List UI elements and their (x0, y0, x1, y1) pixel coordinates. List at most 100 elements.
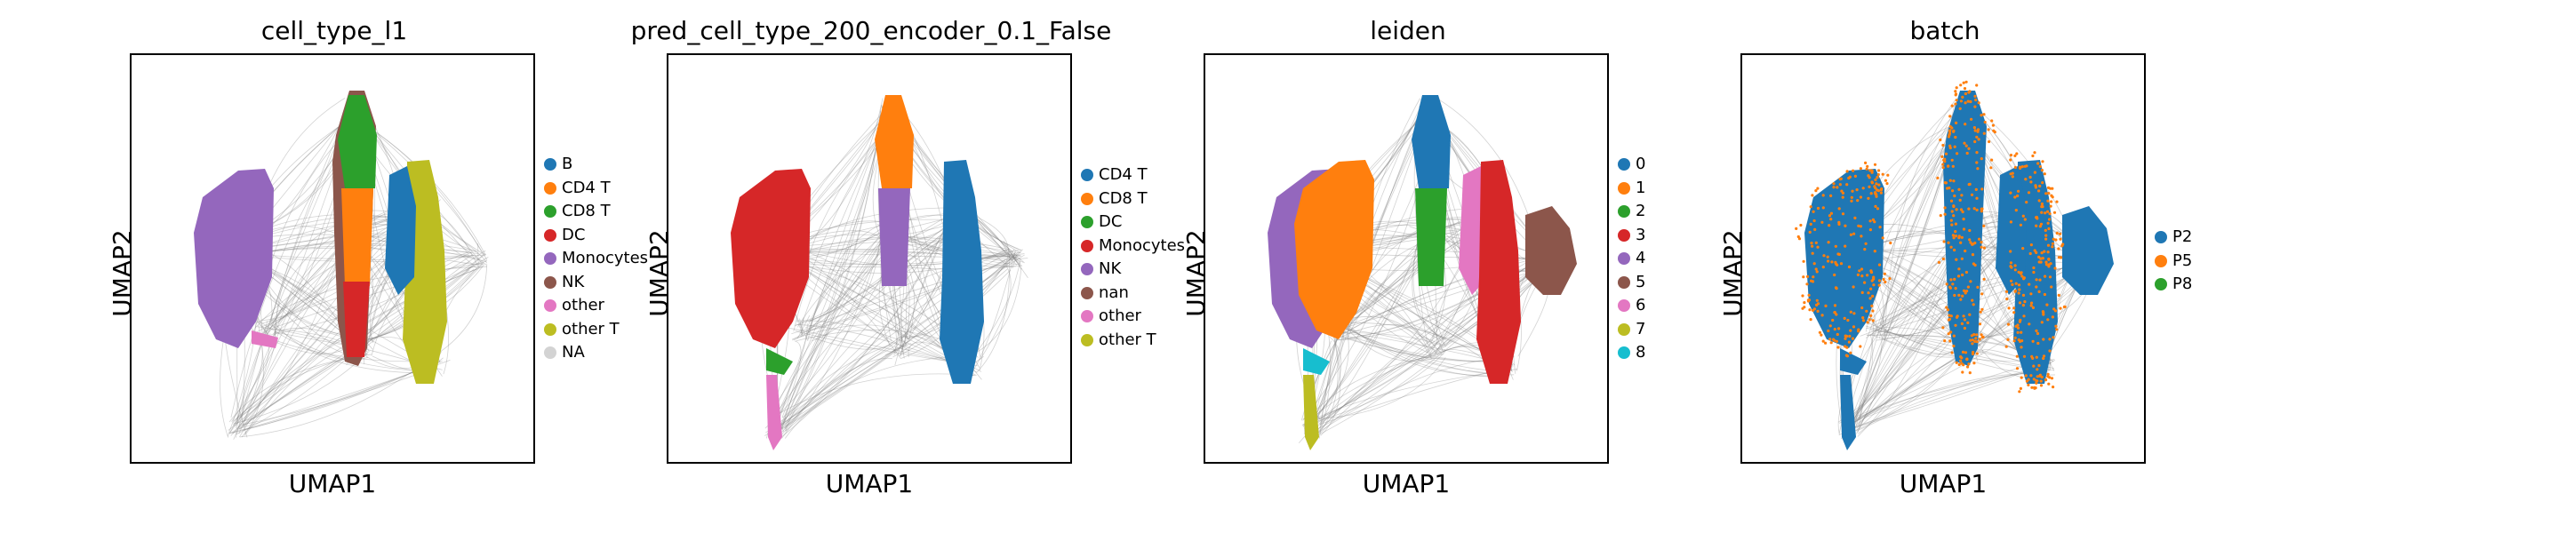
point-P5 (1812, 307, 1817, 311)
point-P5 (2039, 257, 2043, 260)
legend-label: other T (562, 319, 620, 338)
point-P5 (1875, 195, 1878, 198)
point-P5 (2038, 278, 2042, 282)
plot-area (1204, 53, 1609, 464)
point-P5 (2024, 178, 2028, 181)
point-P5 (1860, 290, 1864, 294)
point-P5 (1987, 128, 1990, 131)
point-P5 (2015, 367, 2020, 370)
point-P5 (1846, 318, 1850, 322)
point-P5 (1826, 255, 1829, 259)
point-P5 (1948, 115, 1952, 118)
point-P5 (1950, 104, 1954, 107)
legend-marker (2155, 254, 2167, 267)
point-P5 (1828, 338, 1832, 341)
point-P5 (1866, 274, 1869, 277)
point-P5 (2022, 314, 2026, 318)
point-P5 (1957, 187, 1961, 191)
point-P5 (1947, 164, 1950, 168)
point-P5 (1863, 248, 1867, 251)
point-P5 (1820, 333, 1823, 337)
point-P5 (1975, 84, 1979, 87)
point-P5 (1947, 241, 1950, 244)
cluster-cd4-t (341, 188, 373, 286)
point-P5 (1873, 250, 1876, 253)
point-P5 (1974, 337, 1978, 340)
point-P5 (1954, 287, 1957, 290)
legend-item: P8 (2155, 273, 2192, 297)
legend-marker (1618, 322, 1630, 336)
point-P5 (2035, 329, 2038, 332)
point-P5 (1950, 158, 1954, 162)
point-P5 (1966, 365, 1970, 369)
point-P5 (2054, 324, 2058, 328)
point-P5 (1849, 351, 1852, 354)
point-P5 (2029, 180, 2033, 184)
point-P5 (2035, 278, 2038, 282)
legend-marker (1081, 333, 1093, 346)
point-P5 (1980, 187, 1984, 191)
legend-marker (544, 205, 556, 219)
point-P5 (1821, 194, 1825, 197)
point-P5 (1841, 195, 1844, 199)
point-P5 (1948, 144, 1952, 147)
point-P5 (1886, 173, 1890, 177)
point-P5 (2028, 175, 2032, 179)
point-P5 (1955, 86, 1958, 90)
point-P5 (2042, 354, 2046, 358)
point-P5 (2046, 318, 2050, 322)
legend-marker (1618, 228, 1630, 242)
point-P5 (1838, 183, 1842, 187)
point-P5 (1958, 198, 1962, 202)
point-P5 (1849, 233, 1852, 236)
point-P5 (1859, 345, 1862, 348)
point-P5 (2012, 339, 2016, 343)
point-P5 (1955, 208, 1958, 211)
legend-item: 2 (1618, 200, 1645, 224)
legend-marker (1618, 252, 1630, 266)
point-P5 (1867, 174, 1870, 178)
point-P5 (1822, 254, 1826, 258)
point-P5 (2045, 303, 2049, 306)
point-P5 (2011, 175, 2014, 179)
legend-label: 1 (1636, 178, 1646, 197)
point-P5 (2051, 315, 2054, 319)
legend-marker (2155, 278, 2167, 291)
point-P5 (2013, 290, 2017, 293)
point-P5 (1952, 334, 1956, 338)
point-P5 (1833, 328, 1836, 331)
legend-item: 8 (1618, 341, 1645, 365)
point-P5 (1972, 362, 1976, 365)
point-P5 (1836, 186, 1839, 189)
point-P5 (1973, 105, 1977, 108)
point-P5 (1852, 325, 1856, 329)
point-P5 (2040, 169, 2044, 172)
point-P5 (1975, 340, 1979, 344)
point-P5 (1877, 263, 1882, 266)
point-P5 (1956, 274, 1961, 278)
point-P5 (1975, 135, 1979, 139)
point-P5 (1841, 212, 1845, 216)
point-P5 (1870, 171, 1874, 174)
point-P5 (2009, 158, 2012, 162)
point-P5 (1941, 143, 1945, 147)
point-P5 (1807, 293, 1811, 297)
legend-marker (1081, 263, 1093, 276)
point-P5 (1972, 207, 1976, 211)
point-P5 (1807, 298, 1812, 302)
point-P5 (1803, 306, 1806, 309)
point-P5 (1990, 119, 1994, 123)
point-P5 (1980, 307, 1984, 311)
point-P5 (1877, 283, 1881, 287)
point-P5 (1982, 224, 1986, 227)
point-P5 (1976, 285, 1980, 289)
point-P5 (1952, 214, 1956, 218)
point-P5 (1959, 208, 1964, 211)
point-P5 (1803, 301, 1806, 305)
legend-item: Monocytes (544, 247, 648, 271)
point-P5 (1869, 314, 1873, 317)
point-P5 (1816, 302, 1820, 306)
point-P5 (2015, 354, 2019, 358)
point-P5 (1955, 361, 1958, 364)
